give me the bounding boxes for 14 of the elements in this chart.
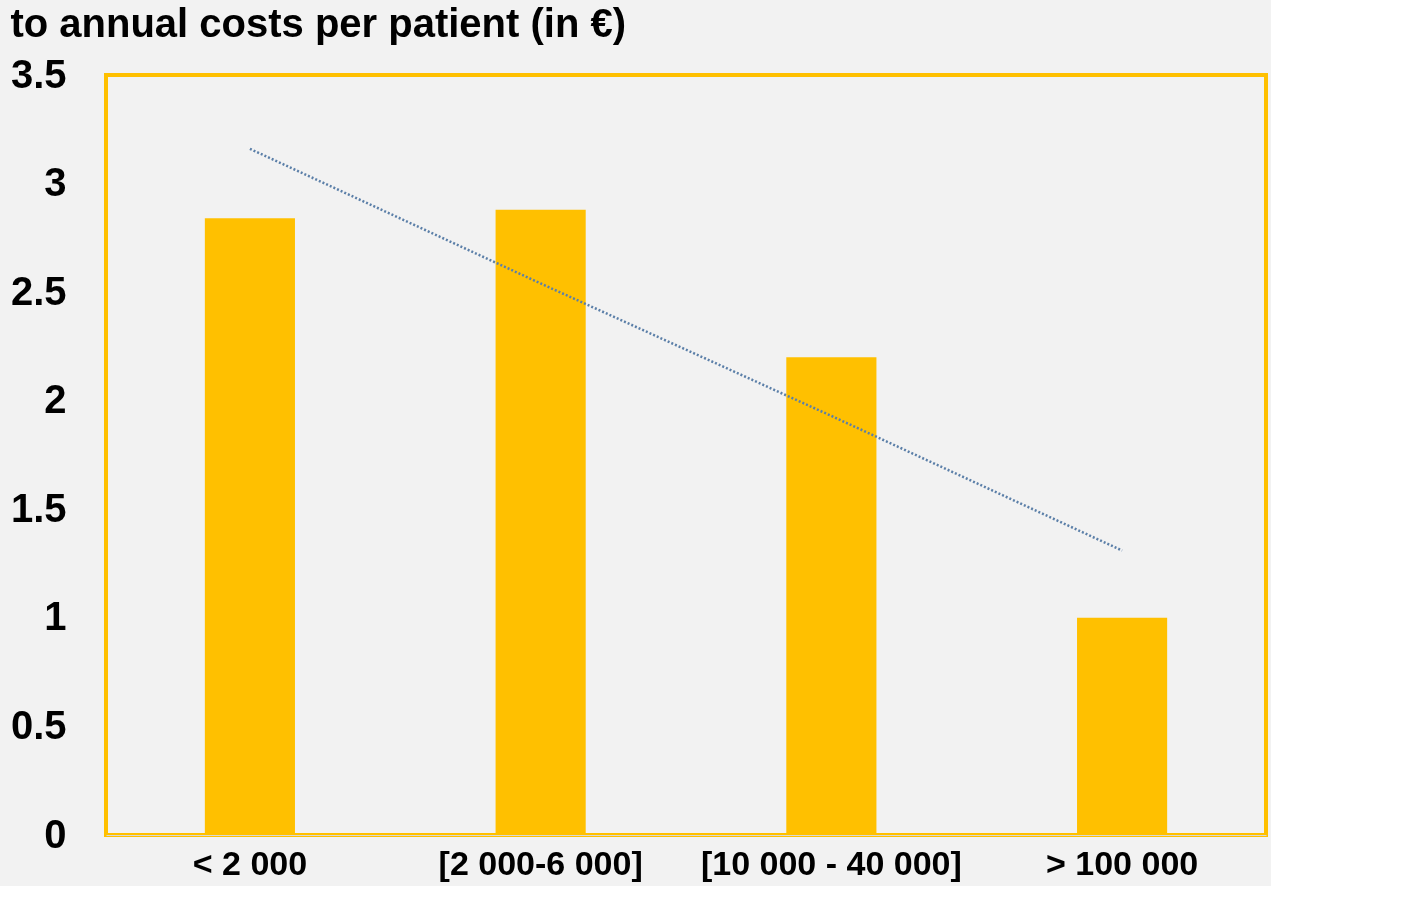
y-tick-label: 3.5	[10, 51, 67, 96]
y-tick-label: 3	[44, 160, 67, 205]
chart-title: to annual costs per patient (in €)	[10, 1, 627, 45]
x-tick-label: < 2 000	[192, 843, 308, 882]
y-tick-label: 1	[44, 594, 67, 639]
y-tick-label: 2	[44, 377, 67, 422]
line-series	[248, 147, 1124, 552]
x-tick-label: > 100 000	[1045, 843, 1199, 882]
y-tick-label: 2.5	[10, 268, 67, 313]
x-tick-label: [2 000-6 000]	[438, 843, 643, 882]
y-tick-label: 1.5	[10, 485, 67, 530]
y-tick-label: 0	[44, 811, 67, 856]
y-tick-label: 0.5	[10, 702, 67, 747]
x-tick-label: [10 000 - 40 000]	[700, 843, 962, 882]
